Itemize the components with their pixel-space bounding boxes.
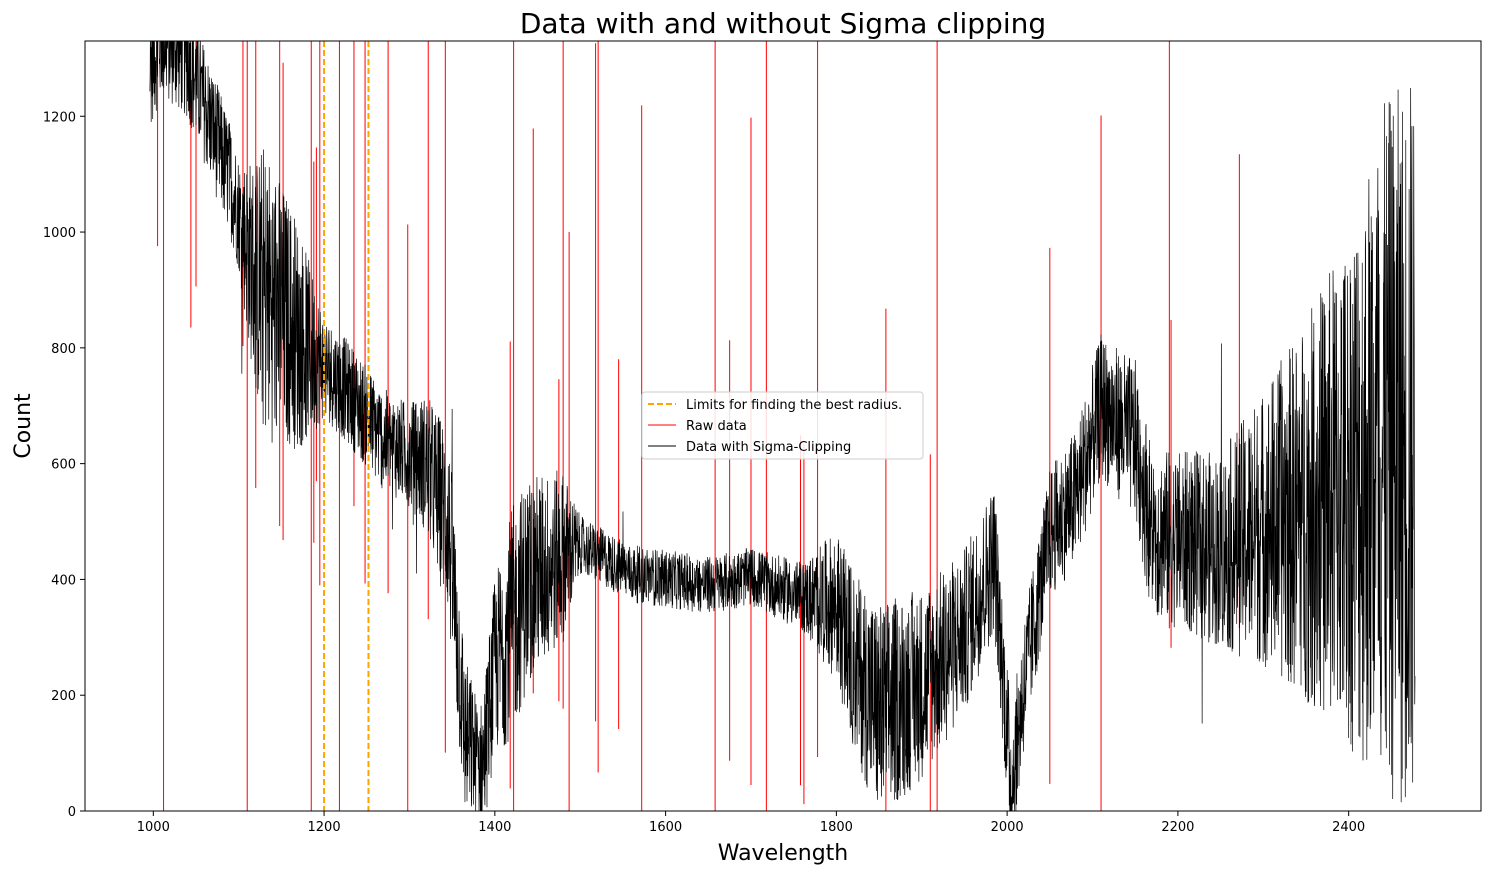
chart-title: Data with and without Sigma clipping (520, 7, 1046, 40)
y-tick-label: 1200 (43, 110, 76, 125)
plot-area (84, 40, 1482, 812)
raw-data-series (157, 41, 1240, 811)
x-tick-label: 1600 (649, 820, 682, 835)
limit-lines (323, 41, 370, 811)
plot-frame (84, 40, 1482, 812)
x-tick-label: 2400 (1332, 820, 1365, 835)
legend-limits-label: Limits for finding the best radius. (686, 398, 902, 413)
sigma-clipped-series (149, 41, 1416, 811)
x-tick-label: 1800 (820, 820, 853, 835)
legend-sigma-label: Data with Sigma-Clipping (686, 440, 851, 455)
y-tick-label: 600 (51, 458, 76, 473)
x-tick-label: 1200 (308, 820, 341, 835)
y-tick-label: 400 (51, 573, 76, 588)
x-tick-label: 1000 (137, 820, 170, 835)
y-axis-label: Count (11, 393, 36, 459)
y-tick-label: 1000 (43, 226, 76, 241)
x-axis-ticks: 1000 1200 1400 1600 1800 2000 2200 2400 (137, 811, 1365, 835)
y-tick-label: 800 (51, 342, 76, 357)
y-tick-label: 0 (68, 805, 76, 820)
x-axis-label: Wavelength (718, 841, 849, 866)
x-tick-label: 2000 (991, 820, 1024, 835)
y-tick-label: 200 (51, 689, 76, 704)
legend: Limits for finding the best radius. Raw … (641, 391, 924, 460)
legend-frame (641, 391, 924, 460)
x-tick-label: 1400 (478, 820, 511, 835)
x-tick-label: 2200 (1161, 820, 1194, 835)
y-axis-ticks: 0 200 400 600 800 1000 1200 (43, 110, 85, 820)
legend-raw-label: Raw data (686, 419, 747, 434)
